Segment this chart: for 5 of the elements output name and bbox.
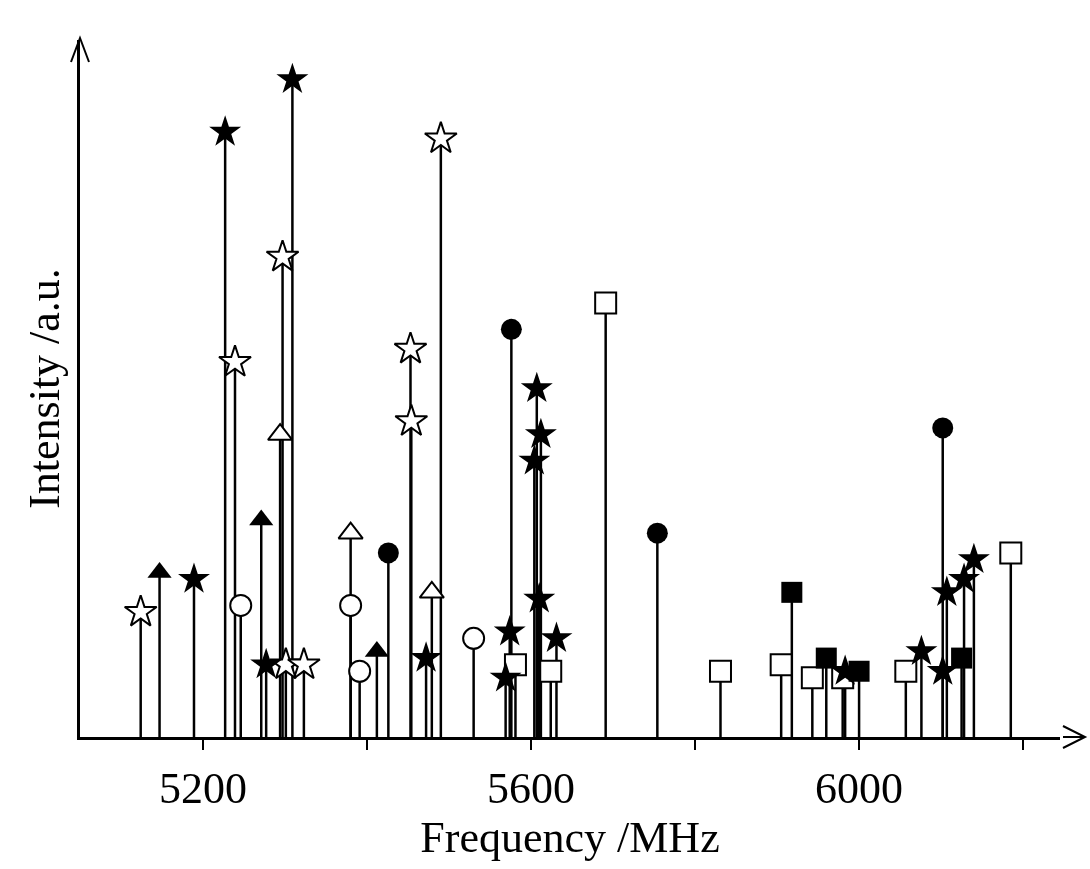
x-tick-label: 5600 (487, 763, 576, 813)
x-tick-label: 6000 (815, 763, 904, 813)
x-tick-label: 5200 (159, 763, 248, 813)
y-axis-title: Intensity /a.u. (20, 268, 70, 509)
x-axis-title: Frequency /MHz (420, 812, 720, 862)
